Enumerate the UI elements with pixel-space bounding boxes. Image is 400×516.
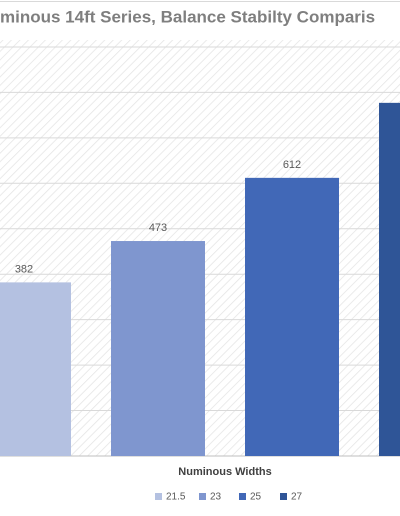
legend-swatch — [280, 493, 287, 500]
legend-swatch — [239, 493, 246, 500]
legend-label: 27 — [291, 492, 303, 503]
data-label: 382 — [15, 263, 33, 275]
x-axis-title: Numinous Widths — [178, 466, 271, 478]
chart-title: minous 14ft Series, Balance Stabilty Com… — [0, 7, 375, 26]
bars: 382473612777 — [0, 102, 400, 456]
data-label: 473 — [149, 222, 167, 234]
bar — [245, 177, 339, 456]
data-label: 612 — [283, 159, 301, 171]
legend-label: 25 — [250, 492, 262, 503]
title-background — [0, 0, 400, 40]
bar — [0, 282, 71, 456]
legend-swatch — [199, 493, 206, 500]
bar — [379, 102, 400, 456]
legend-swatch — [155, 493, 162, 500]
legend-label: 23 — [210, 492, 222, 503]
bar — [111, 241, 205, 456]
legend-label: 21.5 — [166, 492, 186, 503]
legend: 21.5 23 25 27 — [155, 492, 303, 503]
